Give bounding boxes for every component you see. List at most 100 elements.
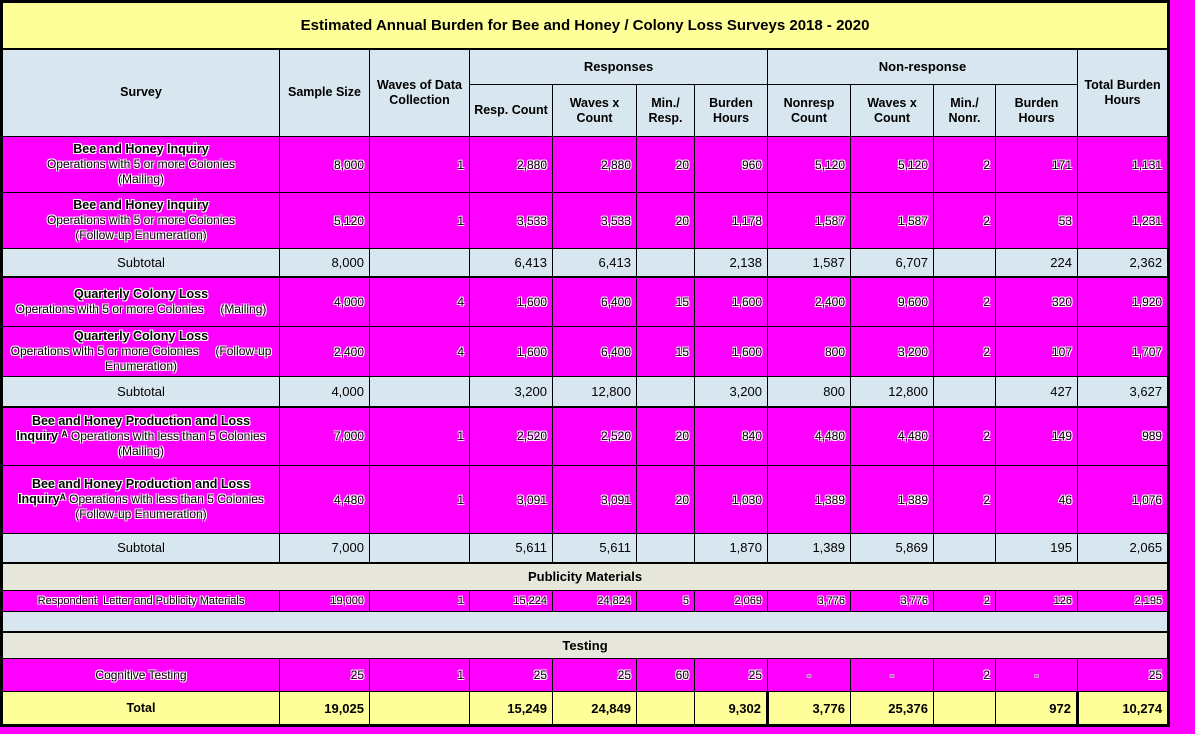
cell-total-burden-hours: 2,362 bbox=[1076, 248, 1170, 277]
survey-label-segment: Operations with 5 or more Colonies bbox=[46, 213, 236, 227]
col-group-nonresponse: Non-response bbox=[767, 48, 1078, 85]
cell-sample-size: 8,000 bbox=[279, 248, 370, 277]
cell-nonresp-burden-hours: 126 bbox=[995, 590, 1078, 612]
cell-resp-waves-x-count: 2,520 bbox=[552, 405, 637, 466]
cell-resp-count: 6,413 bbox=[469, 248, 553, 277]
cell-nonresp-waves-x-count: 4,480 bbox=[850, 405, 934, 466]
cell-waves-of-data-collection: 1 bbox=[369, 192, 470, 249]
cell-min-per-nonr bbox=[933, 248, 996, 277]
cell-nonresp-burden-hours: 195 bbox=[995, 533, 1078, 563]
survey-label-line: Bee and Honey Inquiry bbox=[5, 142, 277, 157]
cell-nonresp-waves-x-count: 1,587 bbox=[850, 192, 934, 249]
cell-waves-of-data-collection bbox=[369, 691, 470, 726]
cell-min-per-nonr: 2 bbox=[933, 192, 996, 249]
survey-label-line: (Mailing) bbox=[5, 444, 277, 459]
survey-label-segment: Subtotal bbox=[117, 254, 165, 270]
cell-total-burden-hours: 1,076 bbox=[1076, 465, 1170, 534]
survey-label-line: Operations with 5 or more Colonies bbox=[5, 213, 277, 228]
survey-label: Subtotal bbox=[1, 533, 280, 563]
cell-min-per-resp: 15 bbox=[636, 275, 695, 327]
cell-total-burden-hours: 10,274 bbox=[1075, 691, 1170, 726]
cell-min-per-nonr bbox=[933, 691, 996, 726]
page-title: Estimated Annual Burden for Bee and Hone… bbox=[0, 1, 1170, 50]
col-header-min-nonr: Min./ Nonr. bbox=[933, 84, 996, 137]
survey-label-segment: Respondent Letter and Publicity Material… bbox=[37, 595, 245, 607]
survey-label-line: Bee and Honey Production and Loss bbox=[5, 414, 277, 429]
table-row: Bee and Honey Inquiry Operations with 5 o… bbox=[1, 136, 1170, 193]
survey-label-segment: (Follow-up Enumeration) bbox=[75, 228, 207, 242]
survey-label-segment: Operations with 5 or more Colonies (Mail… bbox=[15, 301, 267, 316]
survey-label-segment: Operations with 5 or more Colonies bbox=[46, 157, 236, 171]
table-row: Quarterly Colony Loss Operations with 5 o… bbox=[1, 275, 1170, 327]
cell-resp-burden-hours: 1,030 bbox=[694, 465, 768, 534]
cell-nonresp-waves-x-count: 5,869 bbox=[850, 533, 934, 563]
survey-label-line: Total bbox=[5, 700, 277, 716]
cell-sample-size: 19,000 bbox=[279, 590, 370, 612]
survey-label-segment: (Mailing) bbox=[117, 172, 164, 186]
survey-label-segment: Quarterly Colony Loss bbox=[73, 329, 209, 343]
survey-label-line: Inquiryᴬ Operations with less than 5 Col… bbox=[5, 492, 277, 507]
cell-min-per-nonr: 2 bbox=[933, 590, 996, 612]
cell-resp-waves-x-count: 12,800 bbox=[552, 376, 637, 407]
cell-min-per-resp: 20 bbox=[636, 136, 695, 193]
section-title: Testing bbox=[0, 630, 1170, 659]
table-row: Total 19,025 15,249 24,849 9,302 3,776 25,376 9… bbox=[1, 691, 1170, 726]
survey-label-segment: Bee and Honey Production and Loss bbox=[31, 477, 251, 491]
cell-resp-burden-hours: 9,302 bbox=[694, 691, 768, 726]
survey-label-line: Quarterly Colony Loss bbox=[5, 287, 277, 302]
survey-label-line: Subtotal bbox=[5, 255, 277, 270]
survey-label: Cognitive Testing bbox=[1, 658, 280, 692]
title-row: Estimated Annual Burden for Bee and Hone… bbox=[0, 1, 1170, 50]
cell-resp-count: 2,520 bbox=[469, 405, 553, 466]
cell-min-per-nonr bbox=[933, 376, 996, 407]
cell-total-burden-hours: 1,231 bbox=[1076, 192, 1170, 249]
cell-nonresp-waves-x-count: 3,776 bbox=[850, 590, 934, 612]
survey-label: Quarterly Colony Loss Operations with 5 o… bbox=[1, 275, 280, 327]
cell-waves-of-data-collection: 1 bbox=[369, 590, 470, 612]
cell-min-per-resp: 20 bbox=[636, 465, 695, 534]
cell-resp-count: 3,091 bbox=[469, 465, 553, 534]
survey-label-segment: Bee and Honey Inquiry bbox=[73, 142, 209, 156]
table-row: Subtotal 4,000 3,200 12,800 3,200 800 12,800 42… bbox=[1, 376, 1170, 407]
cell-nonresp-count: 3,776 bbox=[766, 691, 851, 726]
cell-sample-size: 25 bbox=[279, 658, 370, 692]
survey-label: Quarterly Colony Loss Operations with 5 o… bbox=[1, 326, 280, 377]
col-header-waves: Waves of Data Collection bbox=[369, 48, 470, 137]
col-header-nonresp-count: Nonresp Count bbox=[767, 84, 851, 137]
cell-min-per-nonr: 2 bbox=[933, 136, 996, 193]
cell-sample-size: 5,120 bbox=[279, 192, 370, 249]
cell-min-per-resp bbox=[636, 691, 695, 726]
cell-nonresp-count: 5,120 bbox=[767, 136, 851, 193]
cell-total-burden-hours: 25 bbox=[1076, 658, 1170, 692]
survey-label: Respondent Letter and Publicity Material… bbox=[1, 590, 280, 612]
cell-nonresp-waves-x-count: 6,707 bbox=[850, 248, 934, 277]
cell-resp-burden-hours: 3,200 bbox=[694, 376, 768, 407]
cell-total-burden-hours: 3,627 bbox=[1076, 376, 1170, 407]
survey-label-segment: Cognitive Testing bbox=[95, 667, 187, 682]
cell-min-per-nonr: 2 bbox=[933, 326, 996, 377]
cell-sample-size: 7,000 bbox=[279, 405, 370, 466]
cell-min-per-resp: 20 bbox=[636, 405, 695, 466]
cell-nonresp-burden-hours: 972 bbox=[995, 691, 1078, 726]
survey-label-line: Operations with 5 or more Colonies (Mail… bbox=[5, 302, 277, 317]
cell-total-burden-hours: 1,707 bbox=[1076, 326, 1170, 377]
cell-nonresp-waves-x-count: 12,800 bbox=[850, 376, 934, 407]
cell-nonresp-burden-hours: 320 bbox=[995, 275, 1078, 327]
cell-nonresp-waves-x-count: 9,600 bbox=[850, 275, 934, 327]
cell-sample-size: 4,000 bbox=[279, 275, 370, 327]
cell-resp-burden-hours: 1,178 bbox=[694, 192, 768, 249]
cell-nonresp-burden-hours: 224 bbox=[995, 248, 1078, 277]
col-header-sample-size: Sample Size bbox=[279, 48, 370, 137]
cell-resp-burden-hours: 2,138 bbox=[694, 248, 768, 277]
cell-resp-waves-x-count: 6,413 bbox=[552, 248, 637, 277]
cell-total-burden-hours: 1,131 bbox=[1076, 136, 1170, 193]
survey-label: Bee and Honey Inquiry Operations with 5 o… bbox=[1, 192, 280, 249]
table-row: Respondent Letter and Publicity Material… bbox=[1, 590, 1170, 612]
survey-label: Subtotal bbox=[1, 248, 280, 277]
survey-label-line: (Follow-up Enumeration) bbox=[5, 228, 277, 243]
col-group-responses: Responses bbox=[469, 48, 768, 85]
section-title: Publicity Materials bbox=[0, 561, 1170, 591]
cell-min-per-nonr: 2 bbox=[933, 465, 996, 534]
table-row: Quarterly Colony Loss Operations with 5 o… bbox=[1, 326, 1170, 377]
survey-label-segment: Operations with less than 5 Colonies bbox=[70, 428, 266, 443]
